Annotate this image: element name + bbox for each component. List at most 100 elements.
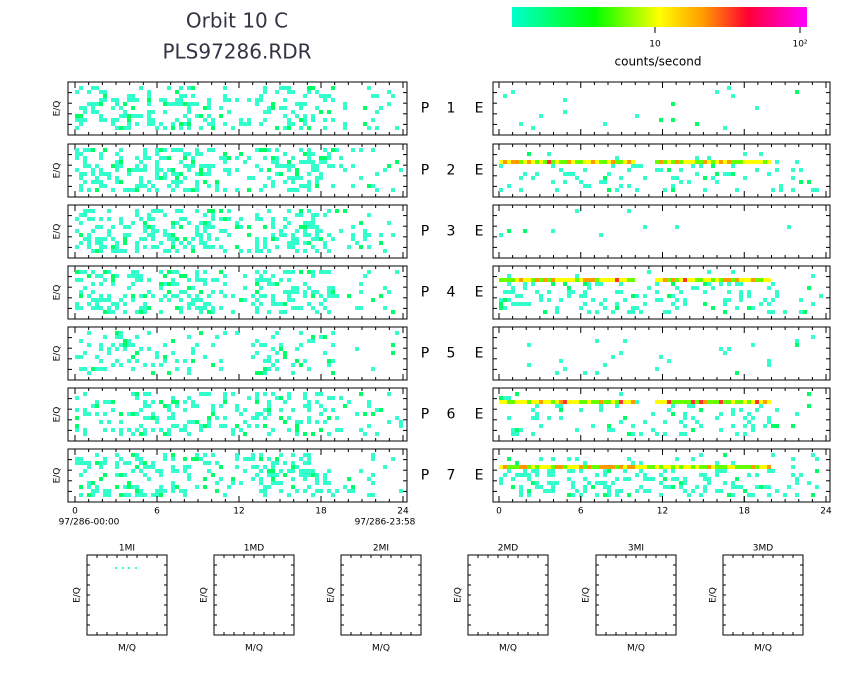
texture-cell [75, 270, 79, 274]
x-tick-label: 12 [233, 507, 244, 517]
texture-cell [595, 493, 599, 497]
texture-cell [587, 481, 591, 485]
texture-cell [239, 298, 243, 302]
texture-cell [703, 489, 707, 493]
texture-cell [271, 217, 275, 221]
texture-cell [175, 400, 179, 404]
texture-cell [327, 489, 331, 493]
texture-cell [135, 274, 139, 278]
texture-cell [87, 148, 91, 152]
texture-cell [127, 168, 131, 172]
texture-cell [143, 432, 147, 436]
texture-cell [775, 294, 779, 298]
texture-cell [83, 286, 87, 290]
texture-cell [371, 481, 375, 485]
texture-cell [131, 355, 135, 359]
x-tick-label: 18 [315, 507, 327, 517]
texture-cell [163, 359, 167, 363]
texture-cell [199, 168, 203, 172]
texture-cell [543, 278, 547, 282]
texture-cell [727, 465, 731, 469]
panel-label: E [475, 468, 484, 484]
texture-cell [99, 102, 103, 106]
texture-cell [675, 400, 679, 404]
texture-cell [291, 180, 295, 184]
texture-cell [127, 481, 131, 485]
texture-cell [599, 160, 603, 164]
texture-cell [591, 424, 595, 428]
texture-cell [123, 102, 127, 106]
texture-cell [547, 400, 551, 404]
texture-cell [511, 428, 515, 432]
texture-cell [107, 400, 111, 404]
texture-cell [207, 461, 211, 465]
texture-cell [559, 359, 563, 363]
texture-cell [275, 351, 279, 355]
texture-cell [607, 485, 611, 489]
texture-cell [675, 176, 679, 180]
texture-cell [523, 278, 527, 282]
texture-cell [171, 351, 175, 355]
texture-cell [671, 188, 675, 192]
texture-cell [191, 404, 195, 408]
texture-cell [271, 102, 275, 106]
texture-cell [171, 102, 175, 106]
texture-cell [183, 274, 187, 278]
texture-cell [191, 351, 195, 355]
texture-cell [95, 461, 99, 465]
texture-cell [203, 477, 207, 481]
texture-cell [331, 290, 335, 294]
texture-cell [195, 343, 199, 347]
texture-cell [359, 282, 363, 286]
texture-cell [315, 473, 319, 477]
texture-cell [691, 428, 695, 432]
texture-cell [219, 465, 223, 469]
texture-cell [587, 184, 591, 188]
texture-cell [323, 245, 327, 249]
texture-cell [759, 485, 763, 489]
mass-frame [213, 554, 295, 636]
texture-cell [135, 184, 139, 188]
texture-cell [511, 290, 515, 294]
texture-cell [167, 298, 171, 302]
texture-cell [271, 106, 275, 110]
texture-cell [311, 473, 315, 477]
texture-cell [139, 180, 143, 184]
texture-cell [327, 249, 331, 253]
texture-cell [523, 302, 527, 306]
texture-cell [91, 168, 95, 172]
texture-cell [171, 237, 175, 241]
texture-cell [767, 310, 771, 314]
texture-cell [115, 306, 119, 310]
time-end: 97/286-23:58 [355, 518, 416, 528]
texture-cell [123, 343, 127, 347]
texture-cell [295, 229, 299, 233]
texture-cell [79, 152, 83, 156]
texture-cell [215, 278, 219, 282]
texture-cell [263, 416, 267, 420]
texture-cell [115, 567, 117, 569]
texture-cell [87, 274, 91, 278]
texture-cell [99, 180, 103, 184]
texture-cell [99, 359, 103, 363]
texture-cell [191, 286, 195, 290]
texture-cell [323, 351, 327, 355]
texture-cell [723, 172, 727, 176]
texture-cell [731, 160, 735, 164]
texture-cell [199, 241, 203, 245]
texture-cell [259, 412, 263, 416]
texture-cell [747, 306, 751, 310]
texture-cell [191, 86, 195, 90]
texture-cell [211, 306, 215, 310]
texture-cell [599, 400, 603, 404]
texture-cell [499, 465, 503, 469]
texture-cell [255, 400, 259, 404]
texture-cell [271, 160, 275, 164]
texture-cell [251, 457, 255, 461]
texture-cell [171, 400, 175, 404]
texture-cell [167, 371, 171, 375]
texture-cell [263, 465, 267, 469]
texture-cell [723, 160, 727, 164]
texture-cell [135, 335, 139, 339]
texture-cell [139, 408, 143, 412]
